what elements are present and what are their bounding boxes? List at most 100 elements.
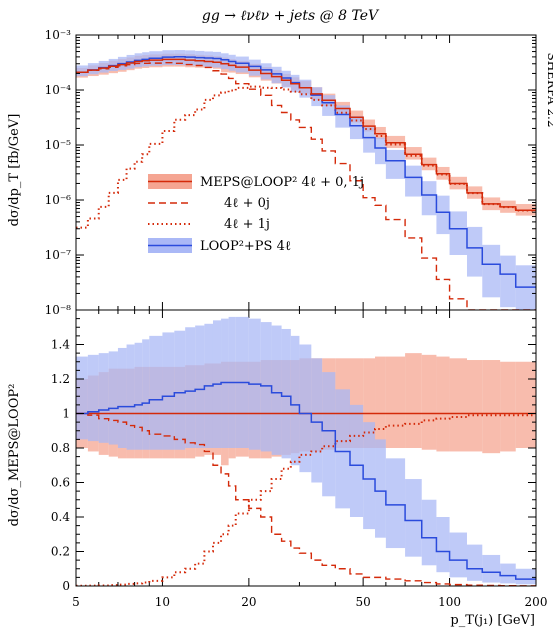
loop-ratio-band [290, 335, 300, 466]
loop-uncertainty-band [421, 181, 437, 216]
loop-uncertainty-band [449, 211, 467, 255]
loop-uncertainty-band [375, 137, 386, 165]
meps-ratio-band [436, 356, 450, 452]
ratio-y-tick-label: 0.4 [51, 510, 70, 524]
ratio-y-tick-label: 0.2 [51, 545, 70, 559]
loop-ratio-band [335, 389, 350, 509]
loop-uncertainty-band [363, 127, 376, 153]
y-tick-label: 10⁻⁴ [45, 83, 72, 97]
loop-uncertainty-band [235, 56, 249, 73]
loop-uncertainty-band [385, 149, 406, 179]
loop-uncertainty-band [204, 51, 213, 67]
loop-ratio-band [98, 353, 109, 443]
loop-ratio-band [500, 563, 516, 584]
legend: MEPS@LOOP² 4ℓ + 0, 1j 4ℓ + 0j 4ℓ + 1j LO… [148, 174, 364, 254]
loop-uncertainty-band [281, 70, 291, 88]
loop-ratio-band [421, 499, 437, 566]
x-tick-label: 50 [355, 595, 370, 609]
ratio-y-tick-label: 1 [62, 407, 70, 421]
series-line-0j [76, 62, 536, 310]
loop-ratio-band [322, 372, 336, 497]
meps-ratio-band [466, 360, 483, 452]
loop-uncertainty-band [174, 50, 186, 66]
loop-ratio-band [117, 347, 127, 448]
generator-label: SHERPA 2.2 [545, 52, 553, 127]
ratio-panel: 0 0.2 0.4 0.6 0.8 1 1.2 1.4 5 10 20 50 100 200 [51, 309, 548, 609]
main-y-axis-label: dσ/dp_T [fb/GeV] [7, 114, 22, 227]
loop-ratio-band [311, 358, 323, 483]
loop-uncertainty-band [322, 95, 336, 116]
loop-uncertainty-band [500, 255, 516, 308]
loop-uncertainty-band [335, 105, 350, 128]
ratio-line-loop [76, 381, 536, 580]
loop-ratio-band [185, 327, 196, 448]
y-tick-label: 10⁻³ [45, 28, 72, 42]
meps-ratio-band [449, 358, 467, 452]
x-tick-label: 10 [155, 595, 170, 609]
loop-uncertainty-band [212, 51, 222, 68]
ratio-y-tick-label: 0 [62, 579, 70, 593]
loop-uncertainty-band [271, 66, 282, 84]
meps-ratio-band [421, 354, 437, 450]
loop-ratio-band [449, 532, 467, 578]
loop-uncertainty-band [299, 79, 312, 98]
loop-ratio-band [515, 568, 536, 585]
loop-uncertainty-band [87, 63, 99, 75]
ratio-y-tick-label: 0.6 [51, 476, 70, 490]
loop-ratio-band [260, 322, 272, 452]
y-tick-label: 10⁻⁷ [45, 248, 72, 262]
ratio-y-axis-label: dσ/dσ_MEPS@LOOP² [7, 384, 22, 527]
legend-label-loop: LOOP²+PS 4ℓ [200, 239, 291, 254]
meps-ratio-band [405, 353, 422, 448]
loop-uncertainty-band [76, 65, 88, 77]
loop-ratio-band [195, 325, 205, 448]
loop-uncertainty-band [221, 53, 229, 70]
ratio-y-tick-label: 1.2 [51, 372, 70, 386]
y-tick-label: 10⁻⁸ [45, 303, 72, 317]
loop-ratio-band [87, 354, 99, 442]
ratio-y-tick-label: 0.8 [51, 441, 70, 455]
ratio-line-1j [76, 414, 536, 586]
meps-ratio-band [500, 361, 516, 452]
loop-ratio-band [162, 332, 175, 450]
meps-ratio-band [385, 356, 406, 448]
series-line-1j [76, 85, 536, 229]
loop-uncertainty-band [248, 59, 261, 76]
series-line-loop [76, 55, 536, 288]
loop-ratio-band [174, 330, 186, 450]
loop-ratio-band [149, 335, 163, 450]
meps-ratio-band [482, 360, 501, 454]
x-tick-label: 5 [72, 595, 80, 609]
x-tick-label: 200 [525, 595, 548, 609]
loop-uncertainty-band [195, 50, 205, 67]
loop-ratio-band [126, 344, 135, 450]
loop-uncertainty-band [405, 165, 422, 197]
legend-label-0j: 4ℓ + 0j [224, 196, 270, 211]
meps-uncertainty-band [405, 147, 422, 160]
ratio-line-0j [76, 412, 536, 586]
loop-ratio-band [405, 479, 422, 557]
loop-ratio-band [221, 318, 229, 448]
loop-ratio-band [281, 328, 291, 459]
loop-ratio-band [436, 517, 450, 573]
series-line-meps [76, 58, 536, 212]
loop-ratio-band [482, 554, 501, 583]
chart-title: gg → ℓνℓν + jets @ 8 TeV [202, 8, 380, 24]
ratio-y-tick-label: 1.4 [51, 338, 70, 352]
x-tick-label: 100 [438, 595, 461, 609]
loop-ratio-band [385, 458, 406, 549]
loop-uncertainty-band [311, 87, 323, 107]
loop-ratio-band [466, 544, 483, 581]
loop-ratio-band [142, 339, 150, 450]
y-tick-label: 10⁻⁶ [45, 193, 72, 207]
meps-ratio-band [375, 356, 386, 448]
loop-ratio-band [375, 439, 386, 538]
loop-uncertainty-band [482, 244, 501, 298]
loop-ratio-band [271, 325, 282, 455]
loop-uncertainty-band [466, 226, 483, 277]
loop-ratio-band [76, 356, 88, 440]
main-panel: 10⁻⁸ 10⁻⁷ 10⁻⁶ 10⁻⁵ 10⁻⁴ 10⁻³ [45, 28, 537, 586]
legend-label-meps: MEPS@LOOP² 4ℓ + 0, 1j [200, 175, 364, 190]
y-tick-label: 10⁻⁵ [45, 138, 72, 152]
x-axis-label: p_T(j₁) [GeV] [450, 613, 535, 628]
